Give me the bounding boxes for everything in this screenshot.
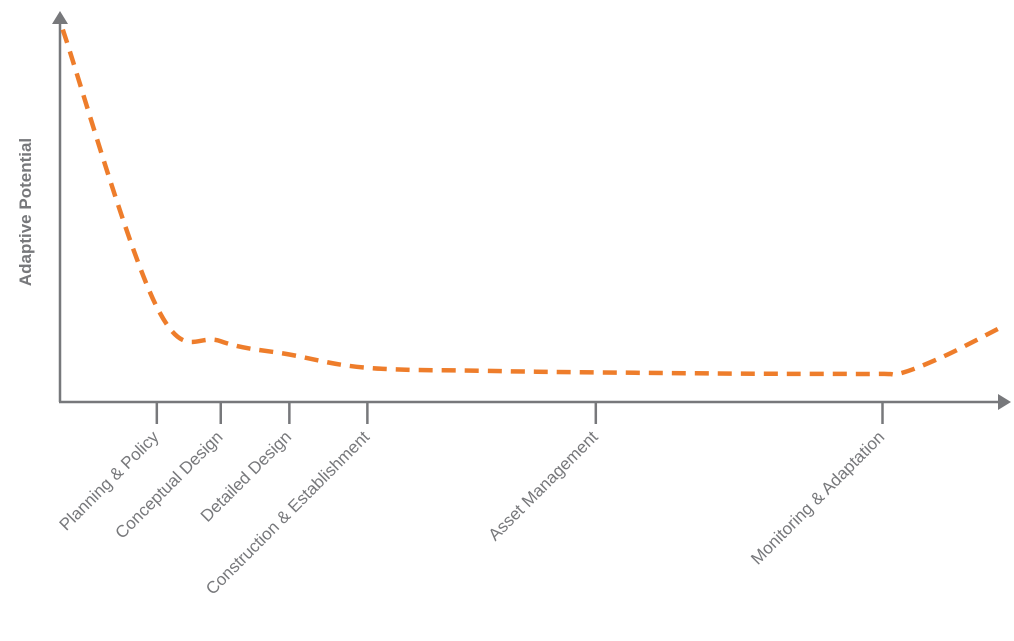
y-axis-arrow-icon	[52, 11, 68, 24]
x-tick-label: Construction & Establishment	[202, 427, 373, 598]
series-line-0	[60, 28, 1002, 377]
series-group	[60, 28, 1002, 377]
x-tick-label: Asset Management	[485, 427, 602, 544]
x-tick-label: Monitoring & Adaptation	[747, 427, 888, 568]
x-axis-arrow-icon	[998, 394, 1011, 410]
y-axis-label: Adaptive Potential	[16, 138, 35, 286]
